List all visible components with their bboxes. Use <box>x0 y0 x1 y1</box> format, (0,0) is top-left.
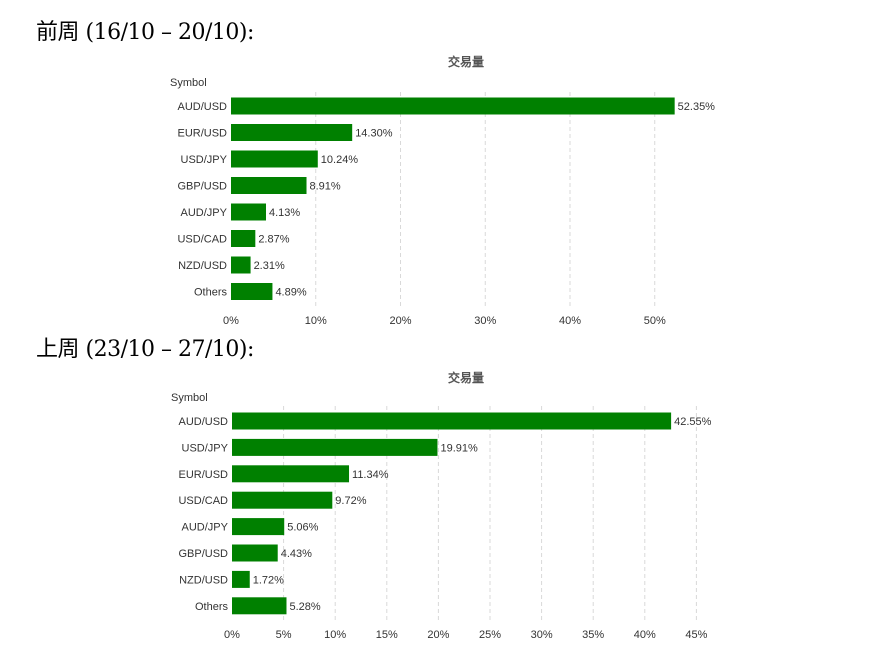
data-label: 2.31% <box>254 260 285 272</box>
bar <box>232 412 672 430</box>
category-label: GBP/USD <box>178 548 228 560</box>
x-tick-label: 30% <box>474 315 496 327</box>
data-label: 11.34% <box>352 469 389 481</box>
x-tick-label: 10% <box>305 315 327 327</box>
week-heading-previous: 前周 (16/10 – 20/10): <box>36 20 254 45</box>
data-label: 42.55% <box>674 416 712 428</box>
x-tick-label: 5% <box>276 629 292 641</box>
category-label: EUR/USD <box>177 128 227 140</box>
category-label: AUD/JPY <box>182 522 229 534</box>
x-tick-label: 10% <box>324 629 346 641</box>
category-label: AUD/USD <box>177 101 227 113</box>
category-label: Others <box>194 287 228 299</box>
x-tick-label: 45% <box>685 629 707 641</box>
bar <box>231 177 307 194</box>
bar <box>231 124 353 141</box>
data-label: 10.24% <box>321 154 359 166</box>
x-tick-label: 0% <box>224 629 240 641</box>
bar <box>232 597 287 615</box>
category-label: NZD/USD <box>178 260 227 272</box>
category-label: USD/JPY <box>181 154 228 166</box>
bar <box>232 465 350 483</box>
x-tick-label: 0% <box>223 315 239 327</box>
x-tick-label: 15% <box>376 629 398 641</box>
category-label: AUD/USD <box>178 416 228 428</box>
data-label: 2.87% <box>258 234 289 246</box>
data-label: 4.89% <box>275 287 306 299</box>
data-label: 5.28% <box>289 601 320 613</box>
data-label: 4.13% <box>269 207 300 219</box>
y-axis-label: Symbol <box>171 392 208 404</box>
x-tick-label: 20% <box>389 315 411 327</box>
category-label: AUD/JPY <box>181 207 228 219</box>
x-tick-label: 40% <box>634 629 656 641</box>
bar <box>232 491 333 509</box>
x-tick-label: 40% <box>559 315 581 327</box>
x-tick-label: 25% <box>479 629 501 641</box>
x-tick-label: 30% <box>531 629 553 641</box>
x-tick-label: 20% <box>427 629 449 641</box>
x-tick-label: 50% <box>644 315 666 327</box>
data-label: 8.91% <box>310 181 341 193</box>
bar <box>231 97 675 115</box>
category-label: Others <box>195 601 229 613</box>
category-label: GBP/USD <box>177 181 227 193</box>
category-label: USD/JPY <box>182 442 229 454</box>
y-axis-label: Symbol <box>170 77 207 89</box>
bar <box>231 283 273 300</box>
bar <box>231 203 267 221</box>
bar <box>232 570 250 588</box>
data-label: 14.30% <box>355 128 393 140</box>
category-label: EUR/USD <box>178 469 228 481</box>
chart-title: 交易量 <box>448 370 484 385</box>
bar <box>232 518 285 536</box>
data-label: 1.72% <box>253 574 284 586</box>
data-label: 19.91% <box>440 442 478 454</box>
data-label: 9.72% <box>335 495 366 507</box>
data-label: 52.35% <box>678 101 716 113</box>
category-label: USD/CAD <box>177 234 227 246</box>
bar <box>231 230 256 247</box>
category-label: NZD/USD <box>179 574 228 586</box>
chart-title: 交易量 <box>448 54 484 69</box>
x-tick-label: 35% <box>582 629 604 641</box>
category-label: USD/CAD <box>178 495 228 507</box>
data-label: 4.43% <box>281 548 312 560</box>
bar <box>232 438 438 456</box>
bar <box>231 150 318 168</box>
week-heading-last: 上周 (23/10 – 27/10): <box>36 337 254 362</box>
data-label: 5.06% <box>287 522 318 534</box>
bar <box>231 256 251 274</box>
bar <box>232 544 278 562</box>
